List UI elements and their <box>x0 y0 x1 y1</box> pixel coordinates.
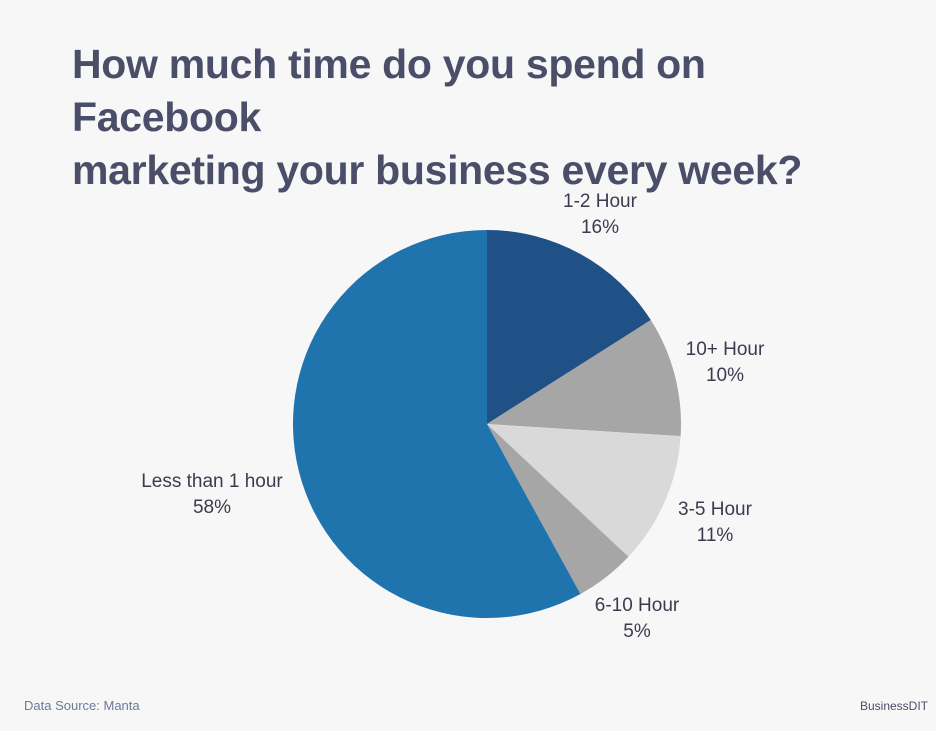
pie-slice-10-hour <box>487 320 682 437</box>
slice-value-label: 16% <box>581 217 619 238</box>
slice-category-label: 10+ Hour <box>686 339 765 360</box>
chart-title-line-1: How much time do you spend on Facebook <box>72 41 706 140</box>
slice-category-label: 6-10 Hour <box>595 595 680 616</box>
slice-value-label: 11% <box>697 525 734 546</box>
pie-slices <box>292 230 682 619</box>
slice-value-label: 5% <box>623 621 651 642</box>
pie-slice-less-than-1-hour <box>292 230 581 619</box>
slice-value-label: 10% <box>706 365 744 386</box>
brand-name: BusinessDIT <box>859 699 928 713</box>
slice-category-label: Less than 1 hour <box>141 471 283 492</box>
slice-category-label: 3-5 Hour <box>678 499 753 520</box>
slice-value-label: 58% <box>193 497 231 518</box>
data-source: Data Source: Manta <box>24 698 140 713</box>
pie-labels: 1-2 Hour 16% 10+ Hour 10% 3-5 Hour 11% 6-10 Ho… <box>141 191 765 642</box>
pie-slice-3-5-hour <box>487 424 681 557</box>
slice-category-label: 1-2 Hour <box>563 191 638 212</box>
pie-slice-6-10-hour <box>487 424 629 594</box>
chart-title-line-2: marketing your business every week? <box>72 147 803 193</box>
chart-title: How much time do you spend on Facebook m… <box>72 38 892 197</box>
pie-slice-1-2-hour <box>487 230 651 424</box>
